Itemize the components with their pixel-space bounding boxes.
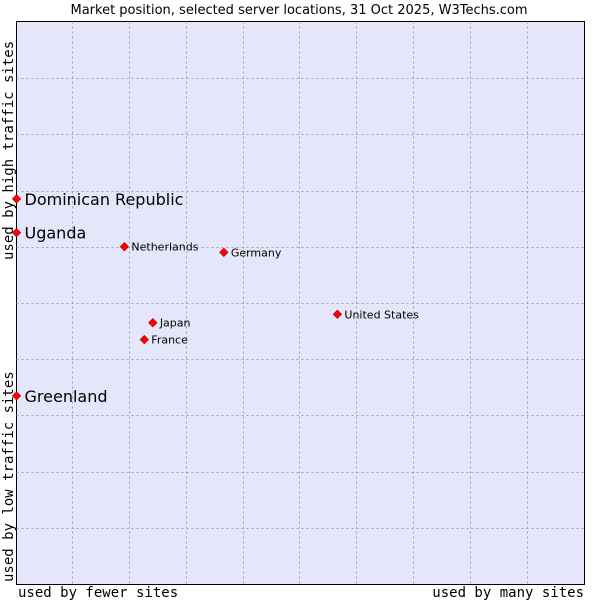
data-point-uganda: Uganda xyxy=(11,224,87,243)
point-marker xyxy=(11,228,22,238)
point-label: United States xyxy=(344,308,419,321)
point-marker xyxy=(139,334,149,345)
data-point-dominican-republic: Dominican Republic xyxy=(11,190,184,209)
point-label: France xyxy=(151,334,188,347)
point-label: Germany xyxy=(231,246,282,259)
y-axis-label-low: used by low traffic sites xyxy=(1,371,17,582)
data-point-greenland: Greenland xyxy=(11,387,108,406)
point-marker xyxy=(119,242,130,252)
chart-title: Market position, selected server locatio… xyxy=(70,3,527,18)
point-label: Netherlands xyxy=(131,241,198,254)
x-axis-label-left: used by fewer sites xyxy=(18,585,178,600)
data-point-france: France xyxy=(139,334,188,347)
data-points: Dominican Republic Uganda Greenland Netherl… xyxy=(11,190,419,406)
plot-area xyxy=(16,21,585,585)
point-label: Greenland xyxy=(25,387,108,406)
point-label: Japan xyxy=(159,317,191,330)
y-axis-label-high: used by high traffic sites xyxy=(1,41,17,260)
data-point-germany: Germany xyxy=(219,246,282,259)
point-marker xyxy=(11,391,22,401)
point-label: Uganda xyxy=(25,224,87,243)
point-label: Dominican Republic xyxy=(25,190,184,209)
point-marker xyxy=(148,318,158,328)
data-point-japan: Japan xyxy=(148,317,191,330)
point-marker xyxy=(11,194,22,204)
data-point-united-states: United States xyxy=(332,308,419,321)
point-marker xyxy=(219,247,229,257)
grid-lines xyxy=(16,21,585,585)
data-point-netherlands: Netherlands xyxy=(119,241,199,254)
x-axis-label-right: used by many sites xyxy=(432,585,584,600)
point-marker xyxy=(332,309,343,319)
